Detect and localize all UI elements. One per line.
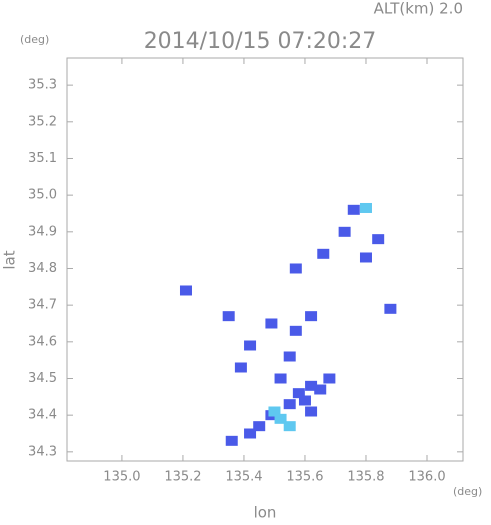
- echo-cell: [292, 388, 305, 399]
- x-tick-label: 135.6: [286, 470, 323, 485]
- echo-cell: [268, 406, 281, 417]
- y-tick-label: 35.1: [28, 151, 57, 166]
- echo-cell: [222, 311, 235, 322]
- x-axis-label: lon: [254, 504, 277, 522]
- echo-cell: [234, 362, 247, 373]
- y-tick-label: 34.7: [28, 298, 57, 313]
- echo-cell: [244, 340, 257, 351]
- echo-cell: [347, 204, 360, 215]
- x-tick-label: 135.2: [164, 470, 201, 485]
- echo-cell: [225, 435, 238, 446]
- y-unit: (deg): [20, 33, 49, 46]
- plot-frame: [66, 57, 464, 462]
- echo-cell: [283, 351, 296, 362]
- echo-cell: [372, 234, 385, 245]
- echo-cell: [305, 380, 318, 391]
- echo-cell: [317, 248, 330, 259]
- echo-cell: [323, 373, 336, 384]
- echo-cell: [289, 325, 302, 336]
- y-tick-label: 34.8: [28, 261, 57, 276]
- echo-cell: [384, 303, 397, 314]
- y-tick-label: 35.3: [28, 78, 57, 93]
- echo-cell: [298, 395, 311, 406]
- x-tick-label: 135.4: [225, 470, 262, 485]
- echo-cell: [338, 226, 351, 237]
- echo-cell: [289, 263, 302, 274]
- echo-cell: [265, 318, 278, 329]
- altitude-label: ALT(km) 2.0: [374, 0, 463, 18]
- x-unit: (deg): [453, 485, 482, 498]
- echo-cell: [253, 421, 266, 432]
- echo-cell: [274, 373, 287, 384]
- echo-cell: [314, 384, 327, 395]
- y-tick-label: 34.9: [28, 224, 57, 239]
- y-tick-label: 34.4: [28, 408, 57, 423]
- y-tick-label: 35.0: [28, 188, 57, 203]
- echo-cell: [359, 202, 372, 213]
- x-tick-label: 135.8: [347, 470, 384, 485]
- y-tick-label: 34.5: [28, 371, 57, 386]
- y-tick-label: 34.6: [28, 334, 57, 349]
- echo-cell: [283, 399, 296, 410]
- y-tick-label: 34.3: [28, 444, 57, 459]
- x-tick-label: 135.0: [103, 470, 140, 485]
- echo-cell: [179, 285, 192, 296]
- y-axis-label: lat: [1, 250, 19, 269]
- y-tick-label: 35.2: [28, 114, 57, 129]
- x-tick-label: 136.0: [408, 470, 445, 485]
- echo-cell: [305, 406, 318, 417]
- echo-cell: [283, 421, 296, 432]
- echo-cell: [244, 428, 257, 439]
- chart-title: 2014/10/15 07:20:27: [144, 29, 377, 54]
- echo-cell: [359, 252, 372, 263]
- echo-cell: [274, 413, 287, 424]
- echo-cell: [305, 311, 318, 322]
